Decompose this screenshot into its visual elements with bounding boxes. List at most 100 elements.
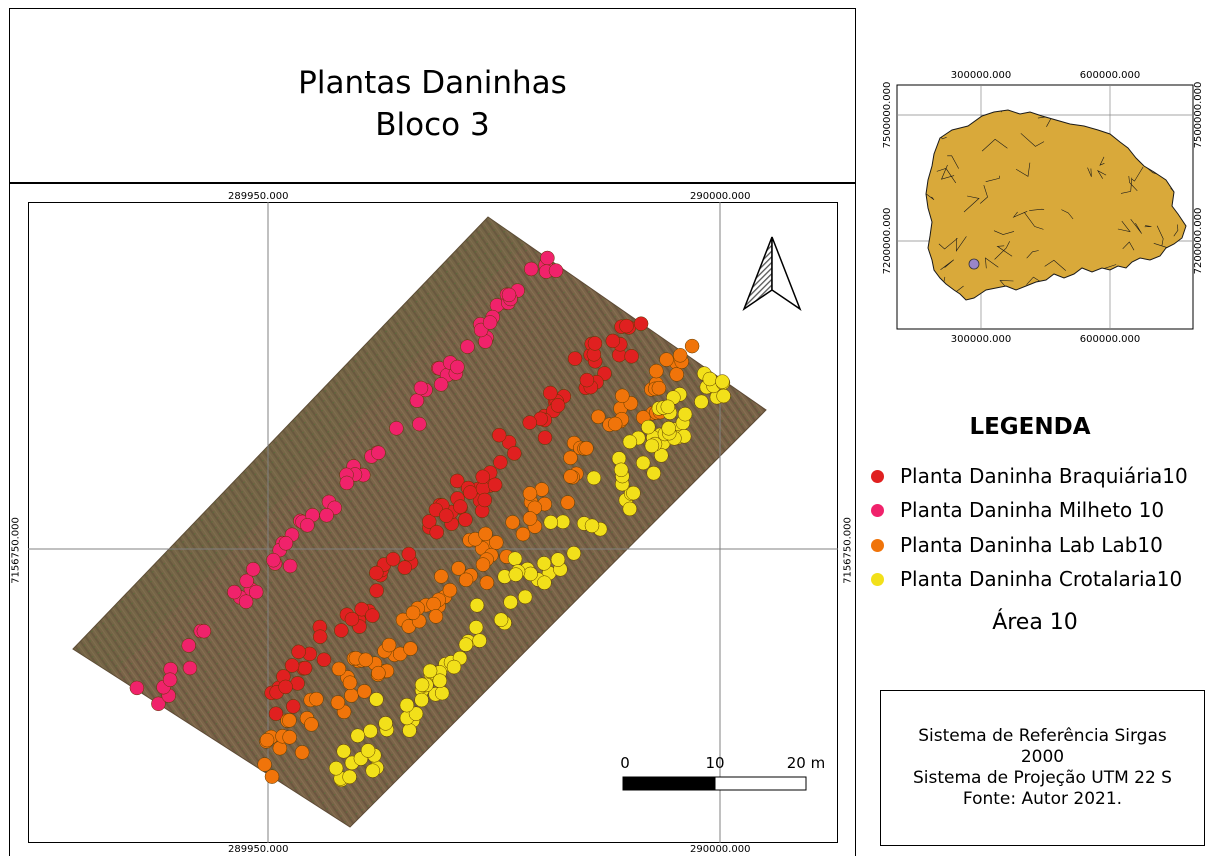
main-map: 0 10 20 m (28, 202, 838, 843)
weed-point (475, 469, 490, 485)
weed-point (439, 508, 454, 523)
weed-point (312, 629, 328, 644)
weed-point (357, 684, 372, 699)
weed-point (433, 377, 449, 392)
weed-point (316, 652, 332, 667)
weed-point (365, 763, 380, 778)
weed-point (450, 359, 465, 375)
weed-point (453, 499, 468, 514)
weed-point (567, 351, 583, 366)
weed-point (613, 462, 629, 478)
weed-point (239, 573, 254, 589)
weed-point (426, 596, 441, 612)
weed-point (268, 706, 284, 721)
weed-point (635, 455, 651, 471)
weed-point (579, 441, 594, 456)
weed-point (336, 744, 351, 759)
weed-point (702, 371, 718, 387)
scale-bar: 0 10 20 m (620, 754, 825, 791)
weed-point (543, 515, 559, 530)
weed-point (587, 336, 603, 351)
weed-point (334, 623, 349, 638)
weed-point (350, 728, 365, 743)
weed-point (550, 398, 566, 413)
weed-point (378, 716, 393, 731)
grid-label-top-right: 290000.000 (690, 191, 751, 202)
weed-point (605, 333, 621, 349)
weed-point (507, 446, 522, 461)
weed-point (659, 352, 674, 367)
weed-point (622, 434, 638, 450)
weed-point (358, 652, 373, 668)
weed-point (363, 723, 378, 739)
weed-point (369, 692, 384, 707)
weed-point (282, 558, 298, 574)
weed-point (397, 560, 413, 575)
weed-point (413, 380, 429, 396)
weed-point (422, 514, 437, 529)
weed-point (360, 743, 376, 758)
inset-x-tick-top-2: 600000.000 (1080, 70, 1140, 81)
weed-point (129, 680, 145, 696)
weed-point (505, 515, 520, 530)
grid-label-left: 7156750.000 (10, 517, 22, 584)
weed-point (412, 416, 427, 432)
legend-dot-icon (871, 469, 884, 483)
legend-dot-icon (871, 538, 884, 552)
weed-point (548, 263, 564, 278)
weed-point (458, 637, 474, 652)
weed-point (523, 261, 539, 277)
weed-point (543, 385, 558, 401)
weed-point (381, 637, 397, 653)
points-milheto (129, 250, 564, 712)
weed-point (586, 470, 602, 486)
legend-label: Planta Daninha Lab Lab10 (900, 533, 1163, 557)
weed-point (446, 659, 462, 675)
weed-point (151, 696, 166, 712)
legend-item-lablab: Planta Daninha Lab Lab10 (871, 530, 1163, 560)
weed-point (487, 477, 503, 493)
inset-x-tick-bottom-2: 600000.000 (1080, 334, 1140, 345)
weed-point (399, 697, 415, 713)
weed-point (297, 660, 313, 676)
weed-point (622, 501, 638, 517)
legend-item-crotalaria: Planta Daninha Crotalaria10 (871, 564, 1182, 594)
legend-label: Planta Daninha Braquiária10 (900, 464, 1188, 488)
grid-label-right: 7156750.000 (842, 517, 854, 584)
weed-point (328, 761, 344, 776)
inset-y-tick-right-2: 7200000.000 (1193, 208, 1204, 275)
weed-point (654, 448, 669, 463)
location-marker-icon (968, 258, 980, 270)
weed-point (278, 679, 293, 695)
weed-point (489, 535, 504, 550)
aerial-field-image (72, 216, 767, 828)
weed-point (566, 546, 582, 561)
weed-point (472, 633, 487, 648)
weed-point (451, 561, 466, 576)
weed-point (463, 485, 478, 500)
weed-point (536, 556, 552, 571)
weed-point (403, 641, 418, 656)
weed-point (501, 287, 517, 303)
weed-point (405, 605, 421, 621)
points-crotalaria (328, 366, 731, 788)
weed-point (181, 638, 196, 653)
weed-point (354, 601, 369, 617)
weed-point (369, 565, 384, 581)
weed-point (401, 546, 417, 562)
weed-point (633, 316, 649, 331)
legend-dot-icon (871, 503, 884, 517)
weed-point (434, 685, 450, 701)
weed-point (196, 623, 212, 639)
weed-point (342, 675, 358, 690)
weed-point (669, 367, 684, 382)
weed-point (649, 363, 664, 379)
weed-point (304, 717, 319, 732)
weed-point (482, 315, 498, 330)
weed-point (563, 469, 578, 484)
weed-point (641, 419, 656, 435)
weed-point (422, 663, 438, 679)
weed-point (651, 380, 667, 396)
title-divider (9, 182, 856, 184)
weed-point (537, 430, 553, 445)
